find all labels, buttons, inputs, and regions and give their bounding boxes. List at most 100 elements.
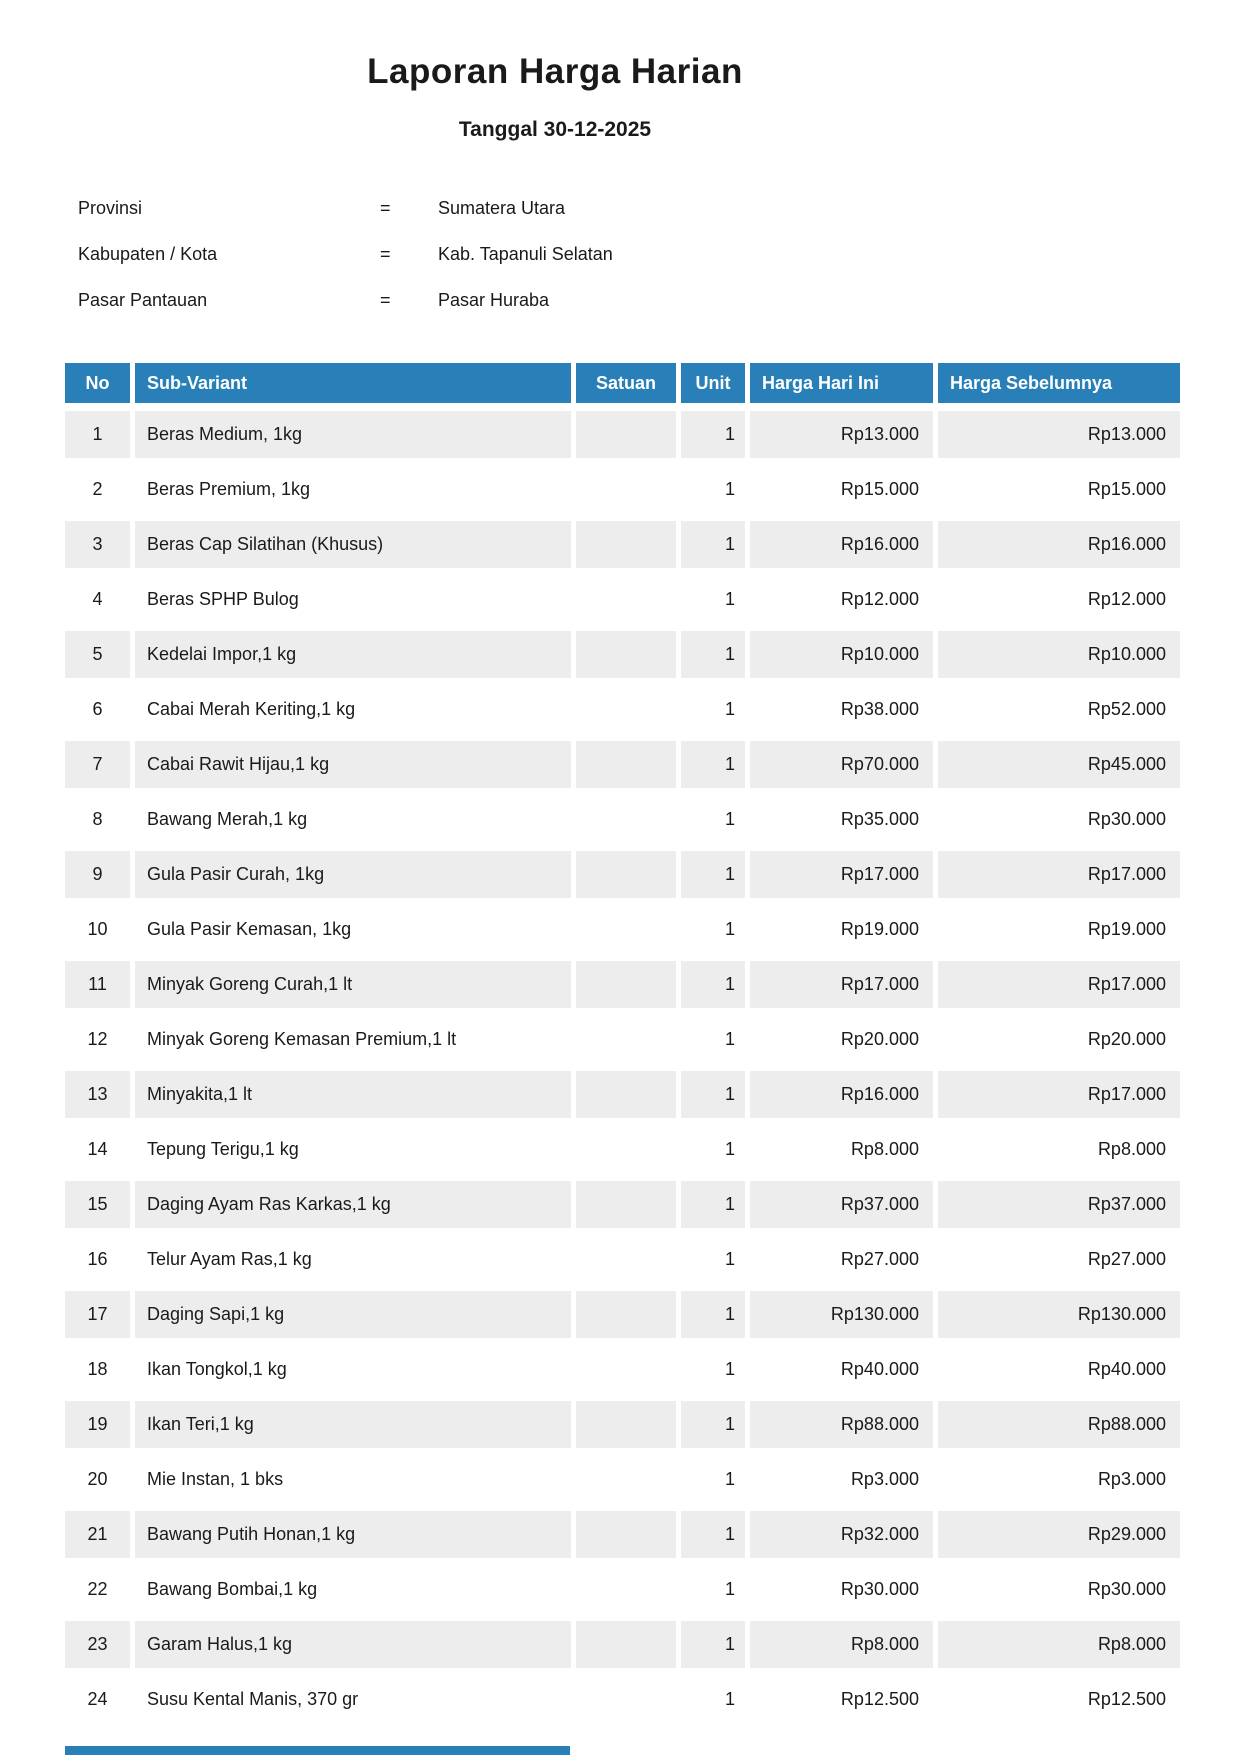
equals-sign: = <box>380 289 391 310</box>
table-row: 4 Beras SPHP Bulog 1 Rp12.000 Rp12.000 <box>65 576 1180 623</box>
report-date: Tanggal 30-12-2025 <box>458 118 652 141</box>
meta-label: Provinsi <box>78 197 143 218</box>
cell-harga-hari-ini: Rp16.000 <box>750 1071 933 1118</box>
column-header-satuan: Satuan <box>576 363 676 403</box>
cell-harga-hari-ini: Rp13.000 <box>750 411 933 458</box>
cell-sub-variant: Mie Instan, 1 bks <box>135 1456 571 1503</box>
cell-sub-variant: Telur Ayam Ras,1 kg <box>135 1236 571 1283</box>
cell-harga-hari-ini: Rp70.000 <box>750 741 933 788</box>
page-title: Laporan Harga Harian <box>367 52 743 91</box>
cell-harga-sebelumnya: Rp15.000 <box>938 466 1180 513</box>
cell-unit: 1 <box>681 1401 745 1448</box>
meta-label: Pasar Pantauan <box>78 289 208 310</box>
cell-no: 6 <box>65 686 130 733</box>
cell-satuan <box>576 411 676 458</box>
cell-satuan <box>576 1346 676 1393</box>
cell-harga-hari-ini: Rp20.000 <box>750 1016 933 1063</box>
cell-no: 23 <box>65 1621 130 1668</box>
cell-satuan <box>576 1456 676 1503</box>
cell-harga-sebelumnya: Rp20.000 <box>938 1016 1180 1063</box>
cell-unit: 1 <box>681 851 745 898</box>
table-row: 10 Gula Pasir Kemasan, 1kg 1 Rp19.000 Rp19.0… <box>65 906 1180 953</box>
cell-harga-hari-ini: Rp16.000 <box>750 521 933 568</box>
cell-satuan <box>576 1566 676 1613</box>
cell-harga-sebelumnya: Rp52.000 <box>938 686 1180 733</box>
cell-harga-sebelumnya: Rp27.000 <box>938 1236 1180 1283</box>
cell-harga-sebelumnya: Rp17.000 <box>938 1071 1180 1118</box>
cell-satuan <box>576 1291 676 1338</box>
cell-sub-variant: Susu Kental Manis, 370 gr <box>135 1676 571 1723</box>
cell-harga-sebelumnya: Rp8.000 <box>938 1621 1180 1668</box>
cell-unit: 1 <box>681 686 745 733</box>
table-row: 9 Gula Pasir Curah, 1kg 1 Rp17.000 Rp17.000 <box>65 851 1180 898</box>
cell-unit: 1 <box>681 1621 745 1668</box>
cell-no: 13 <box>65 1071 130 1118</box>
cell-unit: 1 <box>681 1511 745 1558</box>
cell-sub-variant: Ikan Teri,1 kg <box>135 1401 571 1448</box>
cell-harga-sebelumnya: Rp30.000 <box>938 796 1180 843</box>
cell-harga-hari-ini: Rp130.000 <box>750 1291 933 1338</box>
table-row: 21 Bawang Putih Honan,1 kg 1 Rp32.000 Rp29.0… <box>65 1511 1180 1558</box>
cell-unit: 1 <box>681 576 745 623</box>
cell-harga-sebelumnya: Rp40.000 <box>938 1346 1180 1393</box>
cell-harga-sebelumnya: Rp19.000 <box>938 906 1180 953</box>
cell-sub-variant: Beras Cap Silatihan (Khusus) <box>135 521 571 568</box>
table-row: 19 Ikan Teri,1 kg 1 Rp88.000 Rp88.000 <box>65 1401 1180 1448</box>
table-row: 11 Minyak Goreng Curah,1 lt 1 Rp17.000 Rp17.… <box>65 961 1180 1008</box>
cell-harga-sebelumnya: Rp12.000 <box>938 576 1180 623</box>
cell-unit: 1 <box>681 631 745 678</box>
equals-sign: = <box>380 197 391 218</box>
cell-harga-sebelumnya: Rp45.000 <box>938 741 1180 788</box>
meta-value: Sumatera Utara <box>438 197 566 218</box>
cell-sub-variant: Beras SPHP Bulog <box>135 576 571 623</box>
column-header-harga-sebelumnya: Harga Sebelumnya <box>938 363 1180 403</box>
cell-unit: 1 <box>681 1456 745 1503</box>
cell-harga-sebelumnya: Rp16.000 <box>938 521 1180 568</box>
cell-harga-hari-ini: Rp12.000 <box>750 576 933 623</box>
cell-harga-hari-ini: Rp30.000 <box>750 1566 933 1613</box>
table-row: 20 Mie Instan, 1 bks 1 Rp3.000 Rp3.000 <box>65 1456 1180 1503</box>
cell-harga-sebelumnya: Rp13.000 <box>938 411 1180 458</box>
cell-no: 17 <box>65 1291 130 1338</box>
table-row: 6 Cabai Merah Keriting,1 kg 1 Rp38.000 Rp52.… <box>65 686 1180 733</box>
cell-satuan <box>576 961 676 1008</box>
cell-no: 3 <box>65 521 130 568</box>
cell-no: 8 <box>65 796 130 843</box>
cell-harga-hari-ini: Rp27.000 <box>750 1236 933 1283</box>
cell-no: 15 <box>65 1181 130 1228</box>
cell-harga-hari-ini: Rp17.000 <box>750 961 933 1008</box>
cell-no: 22 <box>65 1566 130 1613</box>
cell-harga-hari-ini: Rp8.000 <box>750 1126 933 1173</box>
cell-harga-sebelumnya: Rp37.000 <box>938 1181 1180 1228</box>
cell-satuan <box>576 906 676 953</box>
cell-harga-hari-ini: Rp15.000 <box>750 466 933 513</box>
cell-sub-variant: Gula Pasir Curah, 1kg <box>135 851 571 898</box>
table-header-row: No Sub-Variant Satuan Unit Harga Hari In… <box>65 363 1180 403</box>
table-row: 2 Beras Premium, 1kg 1 Rp15.000 Rp15.000 <box>65 466 1180 513</box>
cell-no: 11 <box>65 961 130 1008</box>
cell-sub-variant: Garam Halus,1 kg <box>135 1621 571 1668</box>
table-row: 16 Telur Ayam Ras,1 kg 1 Rp27.000 Rp27.000 <box>65 1236 1180 1283</box>
meta-value: Kab. Tapanuli Selatan <box>438 243 613 264</box>
cell-satuan <box>576 1511 676 1558</box>
cell-harga-hari-ini: Rp8.000 <box>750 1621 933 1668</box>
cell-no: 5 <box>65 631 130 678</box>
cell-unit: 1 <box>681 1676 745 1723</box>
cell-sub-variant: Daging Sapi,1 kg <box>135 1291 571 1338</box>
table-row: 13 Minyakita,1 lt 1 Rp16.000 Rp17.000 <box>65 1071 1180 1118</box>
cell-harga-sebelumnya: Rp130.000 <box>938 1291 1180 1338</box>
cell-harga-sebelumnya: Rp17.000 <box>938 851 1180 898</box>
column-header-unit: Unit <box>681 363 745 403</box>
cell-no: 9 <box>65 851 130 898</box>
cell-harga-sebelumnya: Rp29.000 <box>938 1511 1180 1558</box>
price-table: No Sub-Variant Satuan Unit Harga Hari In… <box>60 355 1185 1731</box>
cell-no: 1 <box>65 411 130 458</box>
meta-row-provinsi: Provinsi = Sumatera Utara <box>78 185 613 231</box>
cell-satuan <box>576 521 676 568</box>
cell-no: 4 <box>65 576 130 623</box>
cell-harga-sebelumnya: Rp3.000 <box>938 1456 1180 1503</box>
table-row: 3 Beras Cap Silatihan (Khusus) 1 Rp16.000 Rp… <box>65 521 1180 568</box>
cell-satuan <box>576 631 676 678</box>
table-row: 17 Daging Sapi,1 kg 1 Rp130.000 Rp130.000 <box>65 1291 1180 1338</box>
cell-satuan <box>576 466 676 513</box>
